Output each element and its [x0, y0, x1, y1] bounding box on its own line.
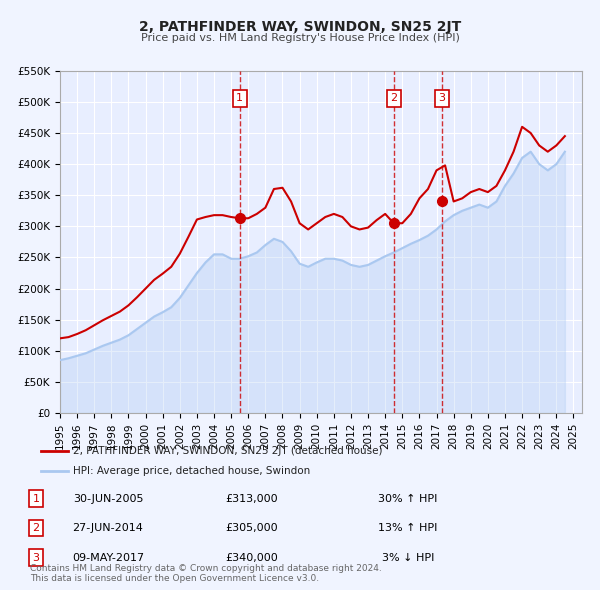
Text: 1: 1: [32, 494, 40, 503]
Text: HPI: Average price, detached house, Swindon: HPI: Average price, detached house, Swin…: [73, 466, 310, 476]
Text: 30% ↑ HPI: 30% ↑ HPI: [379, 494, 437, 503]
Text: 13% ↑ HPI: 13% ↑ HPI: [379, 523, 437, 533]
Text: £305,000: £305,000: [226, 523, 278, 533]
Text: 2, PATHFINDER WAY, SWINDON, SN25 2JT: 2, PATHFINDER WAY, SWINDON, SN25 2JT: [139, 19, 461, 34]
Text: £313,000: £313,000: [226, 494, 278, 503]
Text: 3: 3: [32, 553, 40, 562]
Text: 30-JUN-2005: 30-JUN-2005: [73, 494, 143, 503]
Text: 2: 2: [32, 523, 40, 533]
Text: 3: 3: [439, 93, 446, 103]
Text: Price paid vs. HM Land Registry's House Price Index (HPI): Price paid vs. HM Land Registry's House …: [140, 34, 460, 43]
Text: 1: 1: [236, 93, 243, 103]
Text: 2: 2: [390, 93, 397, 103]
Text: 3% ↓ HPI: 3% ↓ HPI: [382, 553, 434, 562]
Text: 09-MAY-2017: 09-MAY-2017: [72, 553, 144, 562]
Text: 2, PATHFINDER WAY, SWINDON, SN25 2JT (detached house): 2, PATHFINDER WAY, SWINDON, SN25 2JT (de…: [73, 446, 383, 456]
Text: £340,000: £340,000: [226, 553, 278, 562]
Text: 27-JUN-2014: 27-JUN-2014: [73, 523, 143, 533]
Text: Contains HM Land Registry data © Crown copyright and database right 2024.
This d: Contains HM Land Registry data © Crown c…: [30, 563, 382, 583]
